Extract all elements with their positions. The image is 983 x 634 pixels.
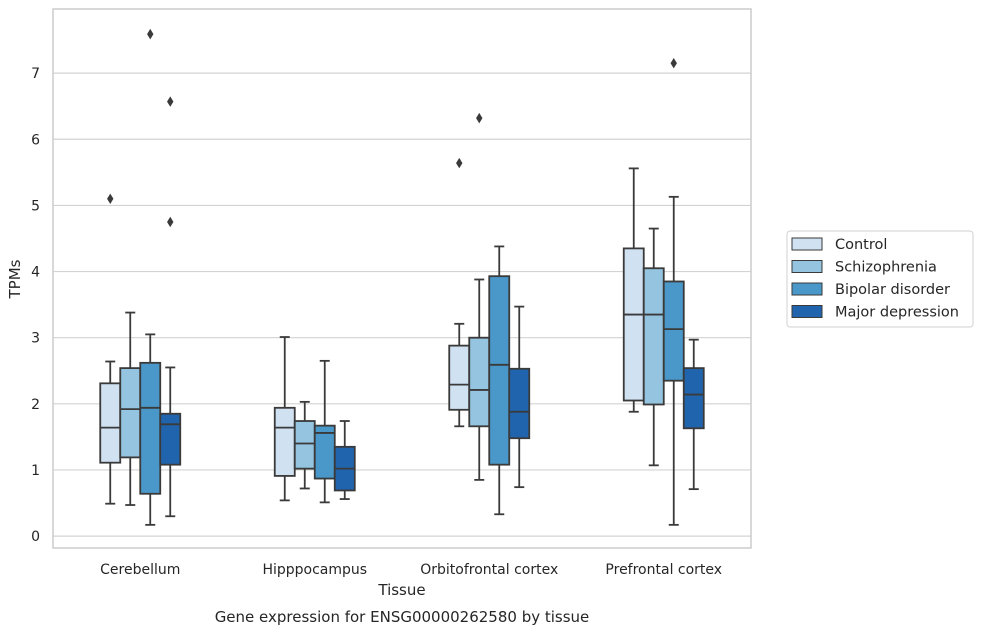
box-iqr xyxy=(273,406,296,477)
box-Cerebellum-Major depression xyxy=(159,96,182,518)
legend: Control Schizophrenia Bipolar disorder Majo… xyxy=(786,230,974,328)
plot-frame xyxy=(52,8,752,549)
outlier-point xyxy=(147,28,154,40)
legend-item: Major depression xyxy=(791,305,959,321)
box-iqr xyxy=(119,367,142,459)
box-iqr xyxy=(99,382,122,464)
box-series xyxy=(99,28,705,526)
x-tick-label: Hipppocampus xyxy=(262,562,367,578)
box-iqr xyxy=(468,336,491,428)
x-tick-label: Orbitofrontal cortex xyxy=(420,562,558,578)
box-Cerebellum-Bipolar disorder xyxy=(139,28,162,526)
legend-label: Control xyxy=(835,237,887,253)
legend-item: Schizophrenia xyxy=(791,260,937,276)
y-tick-label: 3 xyxy=(31,331,40,347)
box-iqr xyxy=(682,367,705,430)
y-tick-label: 4 xyxy=(31,265,40,281)
y-axis-label: TPMs xyxy=(6,259,24,299)
box-Cerebellum-Control xyxy=(99,193,122,505)
box-Hipppocampus-Bipolar disorder xyxy=(313,359,336,504)
box-iqr xyxy=(448,344,471,411)
chart-title: Gene expression for ENSG00000262580 by t… xyxy=(215,608,590,626)
box-iqr xyxy=(488,275,511,466)
x-tick-label: Cerebellum xyxy=(100,562,180,578)
outlier-point xyxy=(167,216,174,228)
x-axis-label: Tissue xyxy=(377,581,425,599)
x-tick-labels: Cerebellum Hipppocampus Orbitofrontal cort… xyxy=(100,562,722,578)
box-Orbitofrontal cortex-Schizophrenia xyxy=(468,112,491,481)
box-iqr xyxy=(293,420,316,470)
box-iqr xyxy=(622,247,645,402)
box-Prefrontal cortex-Schizophrenia xyxy=(642,227,665,467)
box-Orbitofrontal cortex-Major depression xyxy=(508,305,531,489)
legend-frame xyxy=(786,230,974,328)
x-tick-label: Prefrontal cortex xyxy=(605,562,722,578)
box-Cerebellum-Schizophrenia xyxy=(119,311,142,506)
box-Prefrontal cortex-Bipolar disorder xyxy=(662,58,685,526)
legend-swatch xyxy=(791,305,823,318)
box-Prefrontal cortex-Major depression xyxy=(682,338,705,491)
box-iqr xyxy=(508,367,531,440)
y-tick-label: 6 xyxy=(31,132,40,148)
legend-swatch xyxy=(791,237,823,251)
outlier-point xyxy=(107,193,114,205)
legend-swatch xyxy=(791,282,823,296)
box-Hipppocampus-Schizophrenia xyxy=(293,400,316,490)
box-Orbitofrontal cortex-Bipolar disorder xyxy=(488,245,511,516)
legend-item: Bipolar disorder xyxy=(791,282,950,298)
y-tick-label: 2 xyxy=(31,397,40,413)
legend-swatch xyxy=(791,260,823,273)
y-tick-label: 5 xyxy=(31,198,40,214)
outlier-point xyxy=(670,58,677,69)
legend-label: Major depression xyxy=(835,305,959,321)
outlier-point xyxy=(476,112,483,124)
legend-item: Control xyxy=(791,237,887,253)
box-iqr xyxy=(159,412,182,466)
outlier-point xyxy=(456,157,463,169)
outlier-point xyxy=(167,96,174,107)
box-Hipppocampus-Major depression xyxy=(333,420,356,500)
y-tick-label: 7 xyxy=(31,66,40,82)
legend-label: Schizophrenia xyxy=(835,260,937,276)
box-Prefrontal cortex-Control xyxy=(622,167,645,413)
box-iqr xyxy=(662,280,685,382)
box-Orbitofrontal cortex-Control xyxy=(448,157,471,428)
y-tick-label: 1 xyxy=(31,463,40,479)
box-iqr xyxy=(139,361,162,495)
box-iqr xyxy=(642,267,665,406)
y-tick-labels: 0 1 2 3 4 5 6 7 xyxy=(31,66,40,545)
y-tick-label: 0 xyxy=(31,529,40,545)
grid-lines xyxy=(53,72,751,537)
box-Hipppocampus-Control xyxy=(273,336,296,502)
legend-label: Bipolar disorder xyxy=(835,282,950,298)
